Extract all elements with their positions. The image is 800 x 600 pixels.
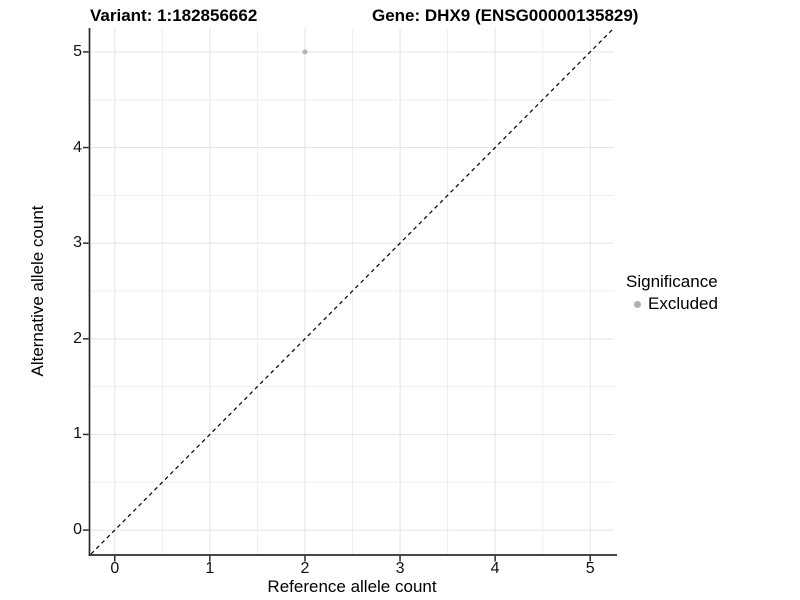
excluded-point-icon [634,300,641,308]
x-tick-label: 2 [300,560,310,577]
y-tick-label: 1 [73,425,82,443]
legend-title: Significance [626,272,718,291]
x-axis-title: Reference allele count [267,577,437,596]
data-point [302,49,308,55]
y-tick-label: 5 [73,42,82,60]
y-tick-label: 3 [73,234,82,252]
y-tick-label: 4 [73,138,82,156]
x-tick-label: 0 [110,560,120,577]
plot-title-gene: Gene: DHX9 (ENSG00000135829) [372,6,639,25]
x-tick-label: 4 [490,560,500,577]
identity-line [90,27,615,555]
x-tick-label: 3 [395,560,405,577]
plot-title-variant: Variant: 1:182856662 [90,6,258,25]
legend-item-label: Excluded [648,294,718,313]
legend: Significance Excluded [626,272,718,314]
x-tick-label: 1 [205,560,215,577]
x-tick-label: 5 [585,560,595,577]
y-axis-title: Alternative allele count [28,205,47,377]
y-tick-label: 0 [73,521,82,539]
legend-item-excluded: Excluded [626,294,718,314]
y-tick-label: 2 [73,329,82,347]
